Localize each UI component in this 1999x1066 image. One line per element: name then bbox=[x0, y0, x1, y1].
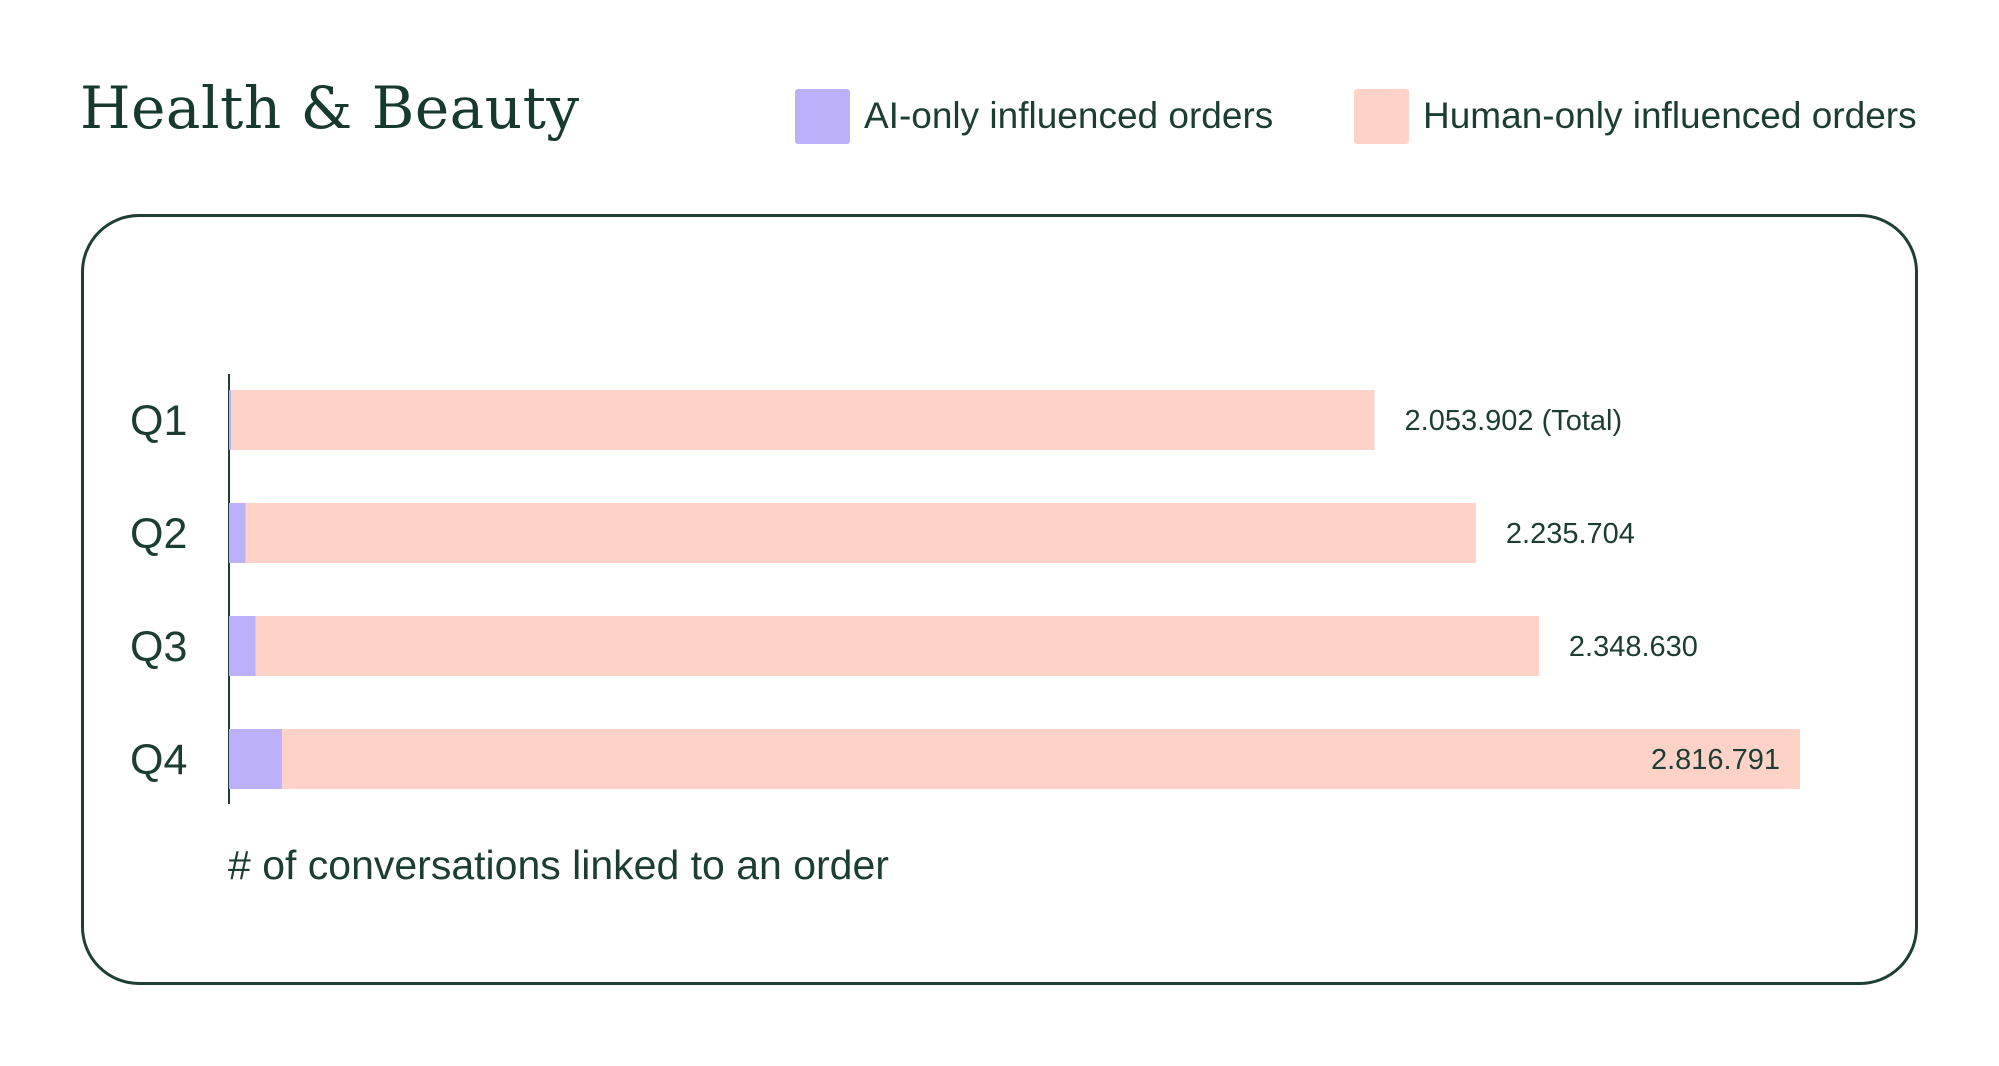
legend-swatch-human-only bbox=[1354, 88, 1409, 144]
category-label-q4: Q4 bbox=[130, 736, 187, 784]
total-label-q1: 2.053.902 (Total) bbox=[1405, 405, 1623, 437]
bar-q2-human-only bbox=[245, 503, 1476, 563]
legend-label-human-only: Human-only influenced orders bbox=[1423, 95, 1917, 136]
bar-q2-ai-only bbox=[229, 503, 246, 563]
legend-swatch-ai-only bbox=[795, 88, 850, 144]
legend-item-ai-only: AI-only influenced orders bbox=[795, 88, 1273, 144]
bar-q4-ai-only bbox=[229, 729, 282, 789]
category-label-q3: Q3 bbox=[130, 623, 187, 671]
bar-q4-human-only bbox=[281, 729, 1801, 789]
chart-title: Health & Beauty bbox=[80, 74, 580, 142]
total-label-q3: 2.348.630 bbox=[1569, 631, 1698, 663]
bar-q3-ai-only bbox=[229, 616, 256, 676]
legend-item-human-only: Human-only influenced orders bbox=[1354, 88, 1917, 144]
bar-q1-human-only bbox=[231, 390, 1375, 450]
total-label-q4: 2.816.791 bbox=[1651, 744, 1780, 776]
legend-label-ai-only: AI-only influenced orders bbox=[864, 95, 1274, 136]
bar-q1-ai-only bbox=[229, 390, 232, 450]
category-label-q2: Q2 bbox=[130, 510, 187, 558]
category-label-q1: Q1 bbox=[130, 397, 187, 445]
chart-frame bbox=[81, 214, 1918, 985]
x-axis-label: # of conversations linked to an order bbox=[228, 842, 889, 888]
bar-q3-human-only bbox=[255, 616, 1539, 676]
total-label-q2: 2.235.704 bbox=[1506, 518, 1635, 550]
